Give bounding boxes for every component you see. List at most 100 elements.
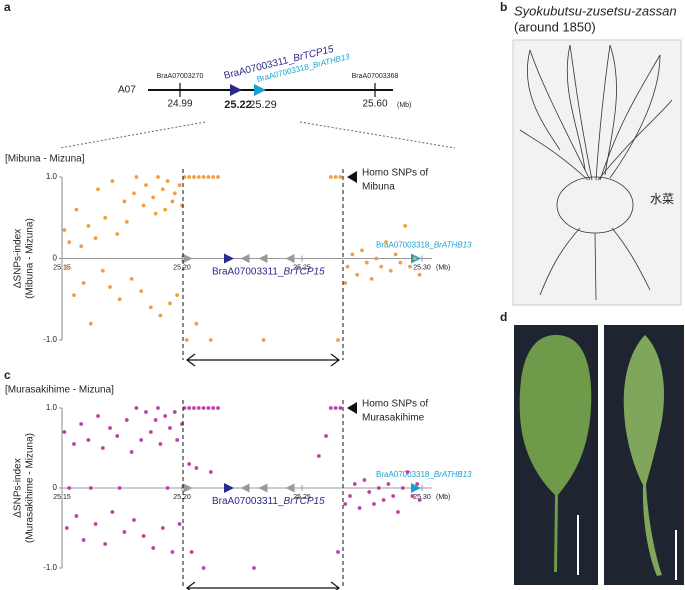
gene-arrow xyxy=(411,483,421,493)
panel-label: c xyxy=(4,368,11,382)
chromosome-label: A07 xyxy=(118,85,136,96)
x-tick-label: 25.30 xyxy=(413,494,431,501)
gene-position: 25.29 xyxy=(249,99,277,111)
snp-point xyxy=(216,175,220,179)
snp-point xyxy=(100,446,105,450)
snp-point xyxy=(148,305,153,310)
snp-point xyxy=(141,203,146,208)
snp-point xyxy=(396,510,400,514)
snp-point xyxy=(400,486,405,490)
panel-label: a xyxy=(4,0,11,14)
snp-point xyxy=(352,482,357,486)
snp-point xyxy=(208,338,213,342)
snp-point xyxy=(163,414,168,418)
snp-point xyxy=(348,494,352,498)
snp-point xyxy=(86,438,91,442)
snp-point xyxy=(62,430,67,434)
gene-arrow xyxy=(258,254,268,263)
snp-point xyxy=(108,285,112,289)
gene-id: BraA07003311_ xyxy=(212,496,284,507)
snp-point xyxy=(122,199,127,204)
snp-point xyxy=(184,338,189,342)
snp-point xyxy=(374,256,379,261)
snp-point xyxy=(96,187,100,192)
snp-point xyxy=(67,486,72,490)
gene-name: BrATHB13 xyxy=(434,241,472,250)
snp-point xyxy=(187,462,192,466)
snp-point xyxy=(144,410,148,414)
snp-point xyxy=(79,244,84,249)
snp-point xyxy=(194,466,199,470)
snp-point xyxy=(196,175,201,179)
snp-point xyxy=(124,219,129,224)
snp-point xyxy=(208,470,213,474)
snp-point xyxy=(367,490,372,494)
snp-point xyxy=(165,179,170,183)
snp-point xyxy=(148,430,153,434)
snp-point xyxy=(187,175,192,179)
gene-label: BraA07003311_BrTCP15 xyxy=(212,266,325,277)
snp-point xyxy=(338,175,343,179)
snp-point xyxy=(417,272,422,277)
snp-point xyxy=(175,293,180,298)
snp-point xyxy=(369,276,374,281)
snp-point xyxy=(211,406,216,410)
snp-point xyxy=(96,414,100,418)
snp-point xyxy=(177,522,182,526)
illustration-title: Syokubutsu-zusetsu-zassan xyxy=(514,3,677,18)
snp-point xyxy=(81,538,86,542)
snp-point xyxy=(362,478,367,482)
gene-arrow xyxy=(240,483,250,493)
snp-point xyxy=(74,207,79,212)
annotation: Homo SNPs of xyxy=(362,168,428,179)
x-tick-label: 25.20 xyxy=(173,494,191,501)
snp-point xyxy=(170,550,175,554)
x-tick-label: 25.25 xyxy=(293,494,311,501)
region-arrowhead xyxy=(186,353,340,367)
snp-point xyxy=(132,518,136,522)
y-tick-label: 1.0 xyxy=(46,172,58,181)
x-tick-label: 25.20 xyxy=(173,264,191,271)
snp-point xyxy=(151,195,156,200)
snp-point xyxy=(158,313,163,318)
x-tick-label: 25.15 xyxy=(53,264,71,271)
region-arrowhead xyxy=(186,581,340,590)
gene-arrow xyxy=(240,254,250,263)
gene-arrow xyxy=(285,483,295,493)
chart-title: [Mibuna - Mizuna] xyxy=(5,154,85,165)
y-tick-label: 0 xyxy=(53,483,58,492)
panel-label: d xyxy=(500,310,507,324)
snp-point xyxy=(122,530,127,534)
snp-point xyxy=(189,550,194,554)
snp-point xyxy=(376,486,381,490)
snp-point xyxy=(153,418,158,422)
snp-point xyxy=(410,494,415,498)
snp-point xyxy=(62,228,67,232)
snp-point xyxy=(81,281,86,285)
snp-point xyxy=(201,175,206,179)
snp-point xyxy=(386,482,391,486)
snp-point xyxy=(165,486,170,490)
snp-point xyxy=(216,406,220,410)
gene-name: BrATHB13 xyxy=(434,470,472,479)
y-axis-label: (Mibuna - Mizuna) xyxy=(25,218,36,299)
gene-name: BrTCP15 xyxy=(284,496,326,507)
illustration: 水菜 xyxy=(512,39,682,306)
snp-point xyxy=(117,486,122,490)
snp-point xyxy=(417,498,422,502)
snp-point xyxy=(405,470,410,474)
snp-point xyxy=(132,191,136,196)
zoom-guide xyxy=(59,121,206,149)
snp-point xyxy=(372,502,376,506)
snp-point xyxy=(175,438,180,442)
snp-point xyxy=(328,175,333,179)
marker-position: 25.60 xyxy=(362,99,387,110)
marker-name: BraA07003270 xyxy=(157,73,204,80)
snp-point xyxy=(252,566,256,570)
snp-point xyxy=(88,486,93,490)
snp-point xyxy=(201,566,206,570)
gene-id: BraA07003318_ xyxy=(376,241,434,250)
snp-point xyxy=(134,175,139,179)
x-tick-label: 25.25 xyxy=(293,264,311,271)
snp-point xyxy=(139,289,144,293)
